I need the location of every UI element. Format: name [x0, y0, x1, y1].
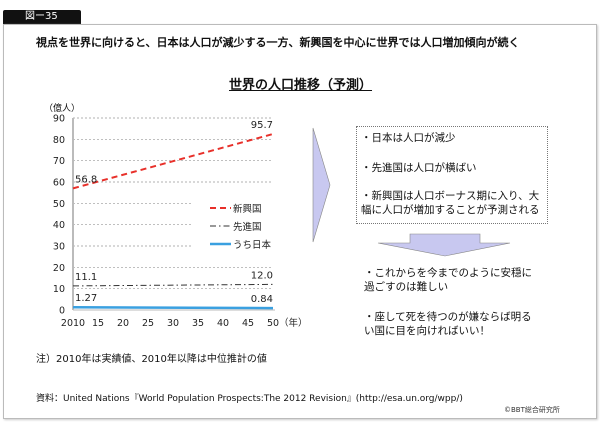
headline: 視点を世界に向けると、日本は人口が減少する一方、新興国を中心に世界では人口増加傾…: [36, 36, 520, 49]
x-tick-label: 30: [167, 318, 179, 329]
x-tick-label: 40: [217, 318, 229, 329]
legend-label: 新興国: [233, 203, 262, 215]
x-axis-unit: （年）: [279, 317, 308, 329]
conclusion-item: ・これからを今までのように安穏に過ごすのは難しい: [364, 267, 532, 293]
y-tick-label: 10: [53, 284, 65, 295]
data-label: 11.1: [75, 272, 97, 283]
y-tick-label: 0: [59, 306, 65, 317]
y-tick-label: 20: [53, 263, 65, 274]
x-tick-label: 25: [142, 318, 154, 329]
x-tick-label: 45: [242, 318, 254, 329]
x-tick-label: 50: [267, 318, 279, 329]
x-tick-label: 2010: [61, 318, 85, 329]
summary-box: ・日本は人口が減少 ・先進国は人口が横ばい ・新興国は人口ボーナス期に入り、大幅…: [356, 126, 548, 224]
y-tick-label: 90: [53, 114, 65, 125]
summary-item: ・新興国は人口ボーナス期に入り、大幅に人口が増加することが予測される: [361, 190, 540, 216]
legend-label: うち日本: [233, 239, 272, 251]
y-tick-label: 40: [53, 220, 65, 231]
summary-item: ・日本は人口が減少: [361, 132, 456, 144]
y-axis-unit: （億人）: [44, 104, 81, 114]
summary-item: ・先進国は人口が横ばい: [361, 162, 477, 174]
series-line-0: [72, 133, 274, 190]
down-arrow-shape: [377, 233, 511, 257]
figure-tag: 図ー35: [3, 10, 81, 24]
series-line-1: [72, 283, 274, 287]
data-label: 1.27: [75, 293, 97, 304]
figure-frame: [3, 24, 597, 419]
x-tick-label: 15: [92, 318, 104, 329]
conclusion-item: ・座して死を待つのが嫌ならば明るい国に目を向ければいい！: [364, 311, 532, 337]
x-tick-label: 20: [117, 318, 129, 329]
y-tick-label: 30: [53, 242, 65, 253]
y-tick-label: 70: [53, 156, 65, 167]
footnote: 注）2010年は実績値、2010年以降は中位推計の値: [36, 354, 267, 365]
x-tick-label: 35: [192, 318, 204, 329]
legend-label: 先進国: [233, 221, 262, 233]
y-tick-label: 50: [53, 199, 65, 210]
data-label: 56.8: [75, 174, 97, 185]
y-tick-label: 80: [53, 135, 65, 146]
data-label: 95.7: [251, 120, 273, 131]
y-tick-label: 60: [53, 178, 65, 189]
series-line-2: [72, 305, 274, 310]
source: 資料：United Nations『World Population Prosp…: [36, 394, 463, 404]
right-arrow-shape: [312, 127, 331, 243]
copyright: ©BBT総合研究所: [504, 406, 560, 414]
chart-title: 世界の人口推移（予測）: [229, 78, 373, 93]
data-label: 12.0: [251, 270, 273, 281]
data-label: 0.84: [251, 294, 273, 305]
